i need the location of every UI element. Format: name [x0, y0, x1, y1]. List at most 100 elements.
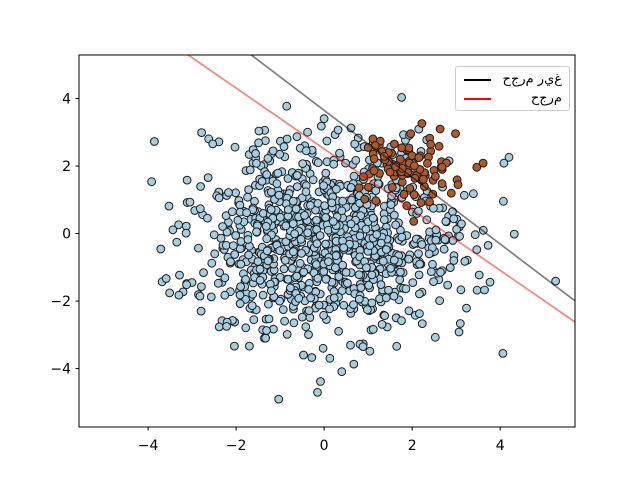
majority-class-point	[320, 201, 330, 211]
majority-class-point	[164, 201, 174, 211]
majority-class-point	[274, 190, 284, 200]
majority-class-point	[245, 165, 255, 175]
majority-class-point	[301, 146, 311, 156]
minority-class-point	[360, 194, 370, 204]
majority-class-point	[292, 271, 302, 281]
majority-class-point	[376, 280, 386, 290]
majority-class-point	[327, 198, 337, 208]
majority-class-point	[472, 285, 482, 295]
majority-class-point	[325, 304, 334, 314]
minority-class-point	[417, 119, 427, 128]
majority-class-point	[455, 319, 465, 328]
majority-class-point	[230, 142, 240, 152]
majority-class-point	[460, 257, 470, 266]
majority-class-point	[245, 341, 254, 351]
majority-class-point	[196, 182, 206, 191]
majority-class-point	[386, 200, 396, 210]
majority-class-point	[440, 235, 450, 244]
majority-class-point	[199, 268, 208, 278]
majority-class-point	[214, 322, 224, 332]
majority-class-point	[445, 263, 455, 273]
majority-class-point	[430, 332, 440, 342]
majority-class-point	[395, 275, 405, 285]
majority-class-point	[441, 217, 451, 226]
minority-class-point	[451, 129, 460, 139]
majority-class-point	[208, 139, 218, 149]
majority-class-point	[339, 243, 349, 253]
minority-class-point	[371, 196, 381, 206]
majority-class-point	[264, 314, 274, 324]
minority-class-point	[409, 217, 419, 226]
weighted-decision-boundary	[186, 55, 575, 323]
majority-class-point	[431, 235, 441, 245]
majority-class-point	[312, 215, 321, 225]
minority-class-point	[437, 179, 447, 189]
minority-class-point	[478, 158, 488, 168]
minority-class-point	[425, 197, 434, 207]
unweighted-line-sample	[464, 78, 491, 81]
majority-class-point	[255, 264, 265, 274]
majority-class-point	[346, 183, 356, 192]
minority-class-point	[385, 167, 395, 177]
majority-class-point	[408, 278, 418, 288]
majority-class-point	[485, 277, 495, 287]
majority-class-point	[367, 270, 377, 280]
majority-class-point	[253, 257, 263, 266]
majority-class-point	[244, 250, 254, 260]
minority-class-point	[472, 162, 482, 172]
majority-class-point	[499, 158, 509, 168]
majority-class-point	[435, 296, 445, 306]
majority-class-point	[233, 215, 243, 225]
majority-class-point	[299, 267, 309, 277]
majority-class-point	[279, 142, 289, 152]
majority-class-point	[384, 285, 393, 295]
majority-class-point	[291, 204, 301, 214]
majority-class-point	[333, 125, 343, 135]
majority-class-point	[224, 188, 233, 197]
majority-class-point	[267, 187, 276, 197]
majority-class-point	[349, 171, 359, 181]
majority-class-point	[241, 323, 251, 333]
majority-class-point	[316, 121, 326, 131]
majority-class-point	[182, 175, 192, 185]
majority-class-point	[241, 275, 251, 284]
minority-class-point	[446, 188, 456, 198]
majority-class-point	[227, 207, 237, 217]
majority-class-point	[351, 155, 361, 165]
majority-class-point	[288, 196, 298, 206]
majority-class-point	[381, 245, 391, 254]
majority-class-point	[449, 214, 459, 224]
majority-class-point	[295, 258, 305, 268]
majority-class-point	[252, 227, 261, 237]
majority-class-point	[286, 283, 295, 293]
axis-ticks-layer: −4 −2 0 2 4 4 2 0 −2 −4	[50, 92, 504, 454]
majority-class-point	[401, 284, 411, 294]
majority-class-point	[287, 264, 297, 273]
majority-class-point	[318, 343, 328, 353]
majority-class-point	[354, 270, 364, 280]
axes-frame	[78, 54, 576, 428]
majority-class-point	[404, 306, 414, 316]
legend-entry-weighted: م‌ر‌ج‌ح	[464, 89, 562, 108]
majority-class-point	[396, 267, 405, 277]
minority-class-point	[404, 143, 414, 153]
majority-class-point	[443, 280, 453, 290]
minority-class-point	[406, 129, 416, 139]
majority-class-point	[331, 184, 341, 194]
majority-class-point	[266, 205, 276, 215]
majority-class-point	[321, 274, 331, 284]
minority-class-point	[437, 162, 447, 172]
majority-class-point	[499, 196, 508, 206]
minority-class-point	[369, 166, 379, 176]
y-tick-label: −4	[50, 362, 71, 378]
majority-class-point	[498, 349, 508, 358]
majority-class-point	[322, 136, 332, 146]
x-tick-label: 4	[496, 438, 505, 454]
minority-class-point	[416, 198, 426, 208]
majority-class-point	[262, 170, 272, 179]
minority-class-point	[405, 184, 415, 193]
majority-class-point	[275, 246, 285, 256]
majority-class-point	[306, 293, 316, 303]
minority-class-point	[395, 154, 405, 164]
majority-class-point	[319, 267, 329, 277]
